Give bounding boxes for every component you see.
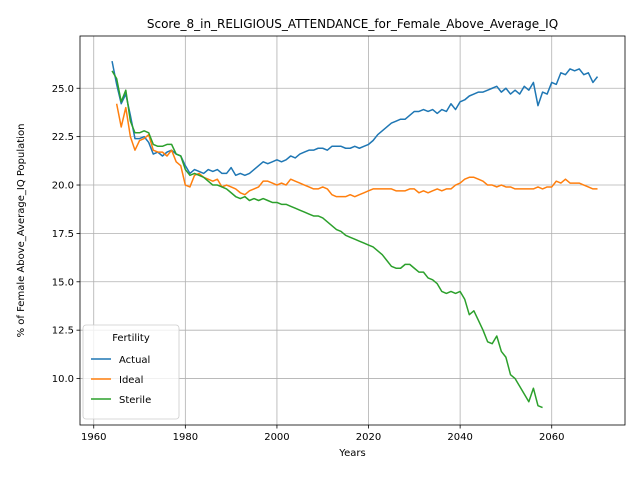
x-tick-label: 2040 bbox=[447, 432, 472, 443]
legend-box bbox=[82, 324, 180, 420]
x-tick-label: 1960 bbox=[81, 432, 106, 443]
legend: Fertility Actual Ideal Sterile bbox=[82, 324, 180, 420]
series-lines bbox=[111, 61, 599, 409]
x-tick-label: 2020 bbox=[356, 432, 381, 443]
x-axis-label: Years bbox=[338, 448, 365, 459]
y-axis-label: % of Female Above_Average_IQ Population bbox=[16, 124, 27, 338]
legend-label-sterile: Sterile bbox=[119, 395, 151, 406]
y-tick-label: 10.0 bbox=[52, 374, 74, 385]
y-tick-label: 25.0 bbox=[52, 84, 74, 95]
y-tick-label: 20.0 bbox=[52, 181, 74, 192]
x-tick-label: 2000 bbox=[264, 432, 289, 443]
plot-frame bbox=[79, 35, 626, 426]
legend-label-ideal: Ideal bbox=[119, 375, 143, 386]
y-tick-label: 12.5 bbox=[52, 326, 74, 337]
legend-label-actual: Actual bbox=[119, 355, 150, 366]
legend-entries: Actual Ideal Sterile bbox=[91, 355, 151, 406]
series-line-actual bbox=[111, 61, 599, 177]
x-tick-label: 2060 bbox=[539, 432, 564, 443]
y-tick-label: 22.5 bbox=[52, 132, 74, 143]
series-line-sterile bbox=[111, 70, 543, 409]
chart-title: Score_8_in_RELIGIOUS_ATTENDANCE_for_Fema… bbox=[147, 17, 558, 31]
x-tick-label: 1980 bbox=[173, 432, 198, 443]
legend-title: Fertility bbox=[112, 333, 150, 344]
axis-ticks: 1960 1980 2000 2020 2040 2060 10.0 12.5 15.0 17.5… bbox=[52, 84, 565, 443]
y-tick-label: 17.5 bbox=[52, 229, 74, 240]
y-tick-label: 15.0 bbox=[52, 277, 74, 288]
